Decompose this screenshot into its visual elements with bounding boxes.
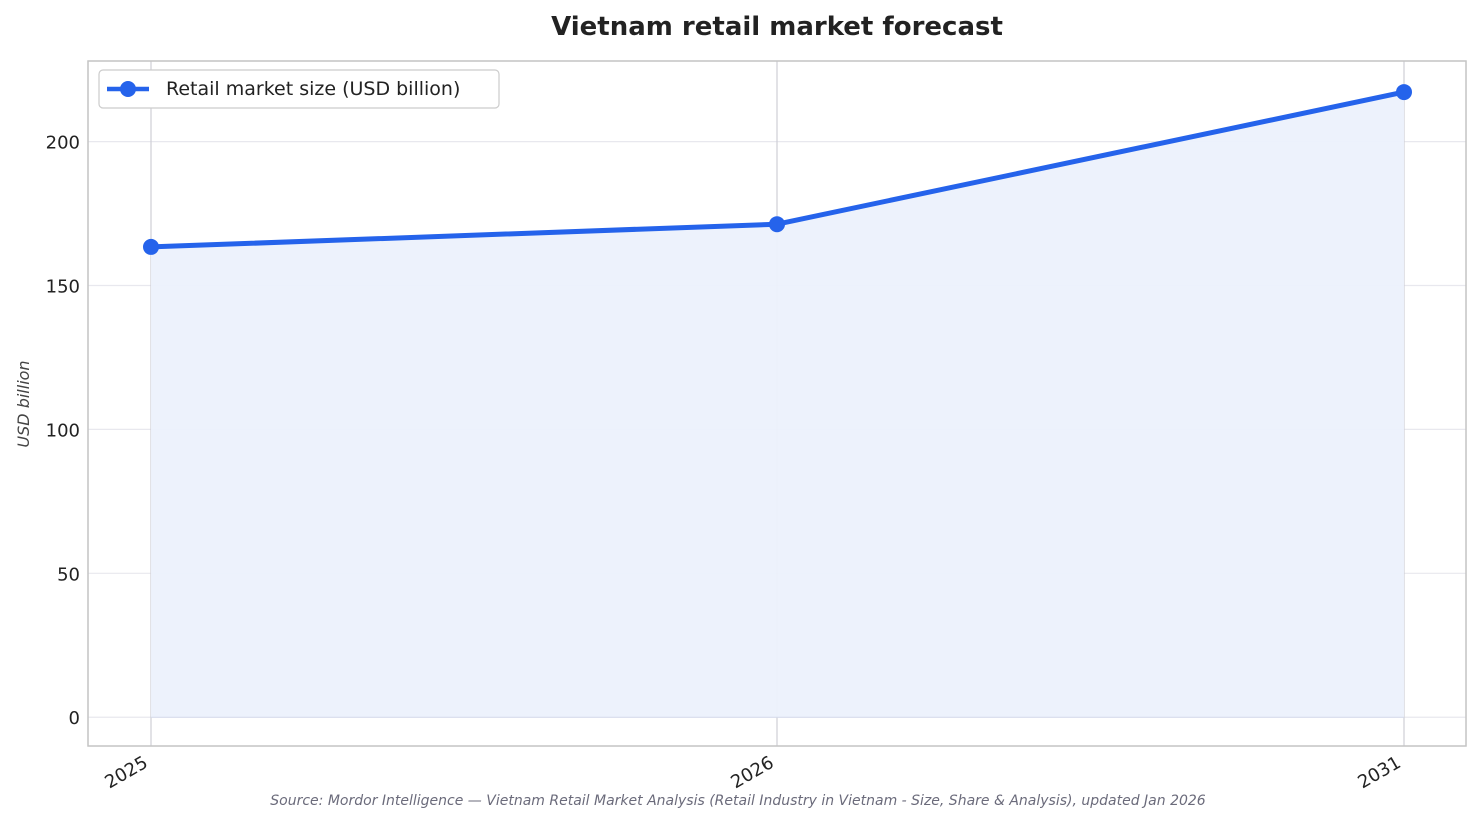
legend-box	[98, 69, 500, 109]
data-point	[769, 216, 785, 233]
data-point	[1396, 84, 1412, 101]
y-tick-label: 100	[46, 420, 80, 441]
data-points-layer	[143, 84, 1412, 255]
y-tick-label: 200	[46, 133, 80, 154]
legend-marker	[120, 81, 136, 97]
series-area-fill	[151, 92, 1404, 718]
data-point	[143, 238, 159, 255]
chart-title: Vietnam retail market forecast	[551, 12, 1003, 42]
y-tick-label: 50	[57, 564, 80, 585]
plot-frame	[87, 60, 1467, 747]
source-note: Source: Mordor Intelligence — Vietnam Re…	[270, 793, 1206, 809]
y-axis-label: USD billion	[14, 360, 33, 447]
area-fill-layer	[151, 92, 1404, 718]
y-axis-ticks: 0 50 100 150 200	[46, 133, 80, 730]
y-tick-label: 150	[46, 276, 80, 297]
legend-label: Retail market size (USD billion)	[166, 78, 460, 100]
legend: Retail market size (USD billion)	[98, 69, 500, 109]
y-tick-label: 0	[69, 708, 80, 729]
